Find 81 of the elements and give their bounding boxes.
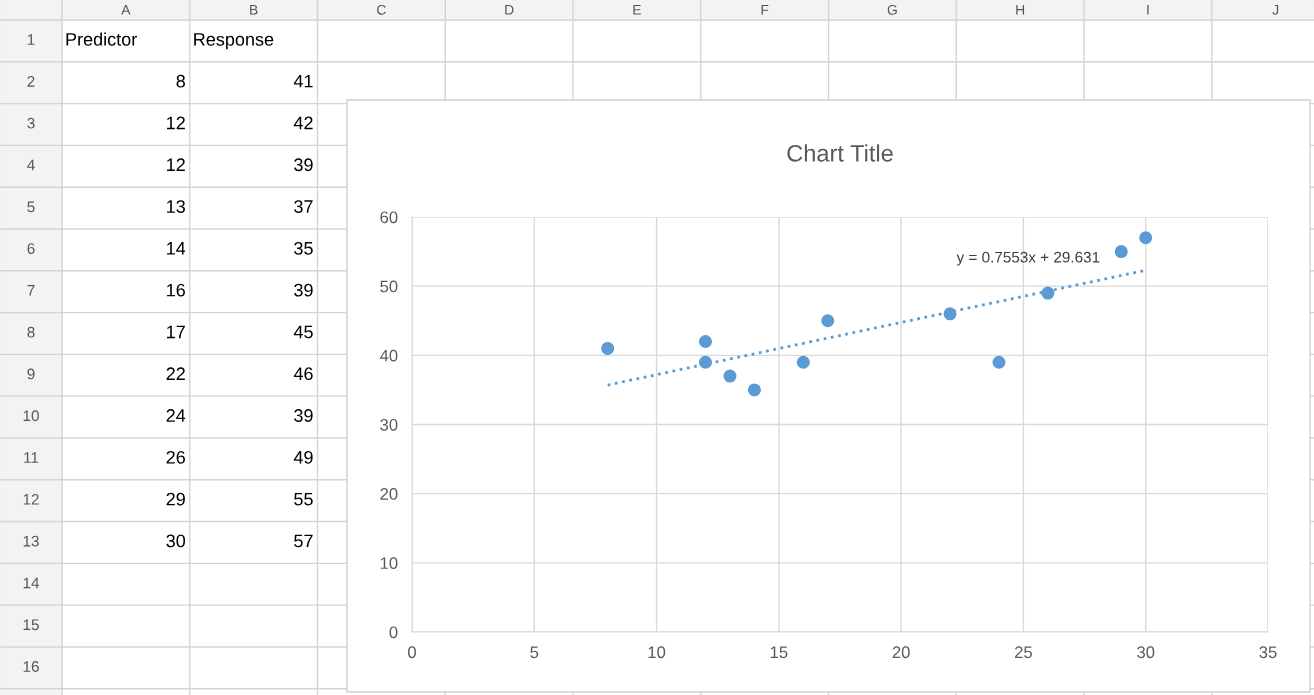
- text: Predictor: [66, 32, 137, 46]
- point: [821, 314, 835, 328]
- x-tick-label: 0: [408, 646, 416, 659]
- y-tick-label: 15: [23, 619, 39, 631]
- point: [698, 355, 712, 369]
- x-tick-label: J: [1272, 5, 1279, 15]
- y-tick-label: 60: [380, 211, 398, 224]
- text: 8: [176, 74, 185, 88]
- y-tick-label: 7: [27, 285, 35, 296]
- point: [601, 341, 615, 355]
- y-tick-label: 20: [380, 488, 398, 500]
- point: [747, 383, 761, 397]
- x-tick-label: C: [377, 4, 386, 15]
- text: 16: [167, 283, 185, 297]
- category-label: 12: [167, 158, 185, 171]
- text: Response: [194, 33, 274, 50]
- point: [796, 355, 810, 369]
- y-tick-label: 3: [27, 117, 35, 129]
- chart-title: Chart Title: [787, 144, 893, 162]
- x-tick-label: 10: [648, 646, 666, 659]
- y-tick-label: 1: [27, 34, 35, 45]
- x-tick-label: 5: [530, 646, 539, 659]
- x-tick-label: I: [1147, 5, 1149, 15]
- y-tick-label: 10: [380, 557, 398, 570]
- y-tick-label: 40: [379, 349, 398, 362]
- text: 12: [167, 116, 185, 130]
- y-tick-label: 0: [389, 626, 398, 639]
- text: 26: [166, 450, 185, 464]
- y-tick-label: 30: [380, 418, 398, 431]
- y-tick-label: 14: [23, 577, 40, 589]
- point: [723, 369, 737, 383]
- point: [1114, 245, 1128, 259]
- point: [698, 334, 712, 349]
- x-tick-label: G: [887, 4, 897, 15]
- x-tick-label: 30: [1137, 646, 1155, 659]
- y-tick-label: 50: [380, 280, 398, 293]
- x-tick-label: E: [633, 5, 641, 15]
- text: 22: [166, 367, 185, 380]
- y-tick-label: 10: [23, 410, 39, 422]
- y-tick-label: 9: [27, 368, 35, 380]
- x-tick-label: 35: [1259, 646, 1277, 659]
- y-tick-label: 8: [27, 326, 35, 338]
- x-tick-label: 25: [1015, 646, 1032, 659]
- x-tick-label: 20: [892, 646, 910, 659]
- x-tick-label: H: [1016, 5, 1025, 15]
- y-tick-label: 2: [27, 75, 35, 87]
- text: 55: [294, 492, 313, 506]
- x-tick-label: D: [505, 5, 514, 15]
- point: [1041, 286, 1055, 300]
- text: 35: [294, 241, 313, 255]
- y-tick-label: 13: [23, 535, 39, 547]
- text: 39: [294, 158, 313, 172]
- text: 13: [167, 200, 185, 213]
- text: 57: [294, 534, 313, 548]
- point: [992, 355, 1006, 369]
- point: [943, 307, 957, 321]
- annotation: y = 0.7553x + 29.631: [956, 251, 1100, 266]
- point: [1139, 231, 1153, 245]
- x-tick-label: F: [761, 5, 769, 15]
- text: 45: [293, 325, 313, 339]
- x-tick-label: 15: [770, 646, 788, 659]
- text: 39: [294, 409, 313, 422]
- text: 29: [166, 492, 185, 506]
- y-tick-label: 5: [27, 201, 35, 213]
- y-tick-label: 11: [24, 452, 39, 463]
- x-tick-label: A: [121, 5, 131, 15]
- text: 42: [293, 116, 313, 130]
- text: 14: [167, 242, 186, 255]
- y-tick-label: 6: [27, 243, 35, 254]
- y-tick-label: 16: [23, 661, 39, 672]
- text: 49: [293, 450, 313, 464]
- text: 46: [293, 367, 313, 381]
- x-tick-label: B: [250, 5, 258, 15]
- text: 30: [166, 534, 186, 548]
- text: 41: [293, 74, 313, 88]
- y-tick-label: 4: [27, 159, 35, 171]
- y-tick-label: 12: [23, 493, 39, 505]
- text: 37: [294, 200, 313, 213]
- text: 24: [166, 409, 186, 422]
- text: 17: [167, 325, 185, 339]
- text: 39: [294, 283, 313, 297]
